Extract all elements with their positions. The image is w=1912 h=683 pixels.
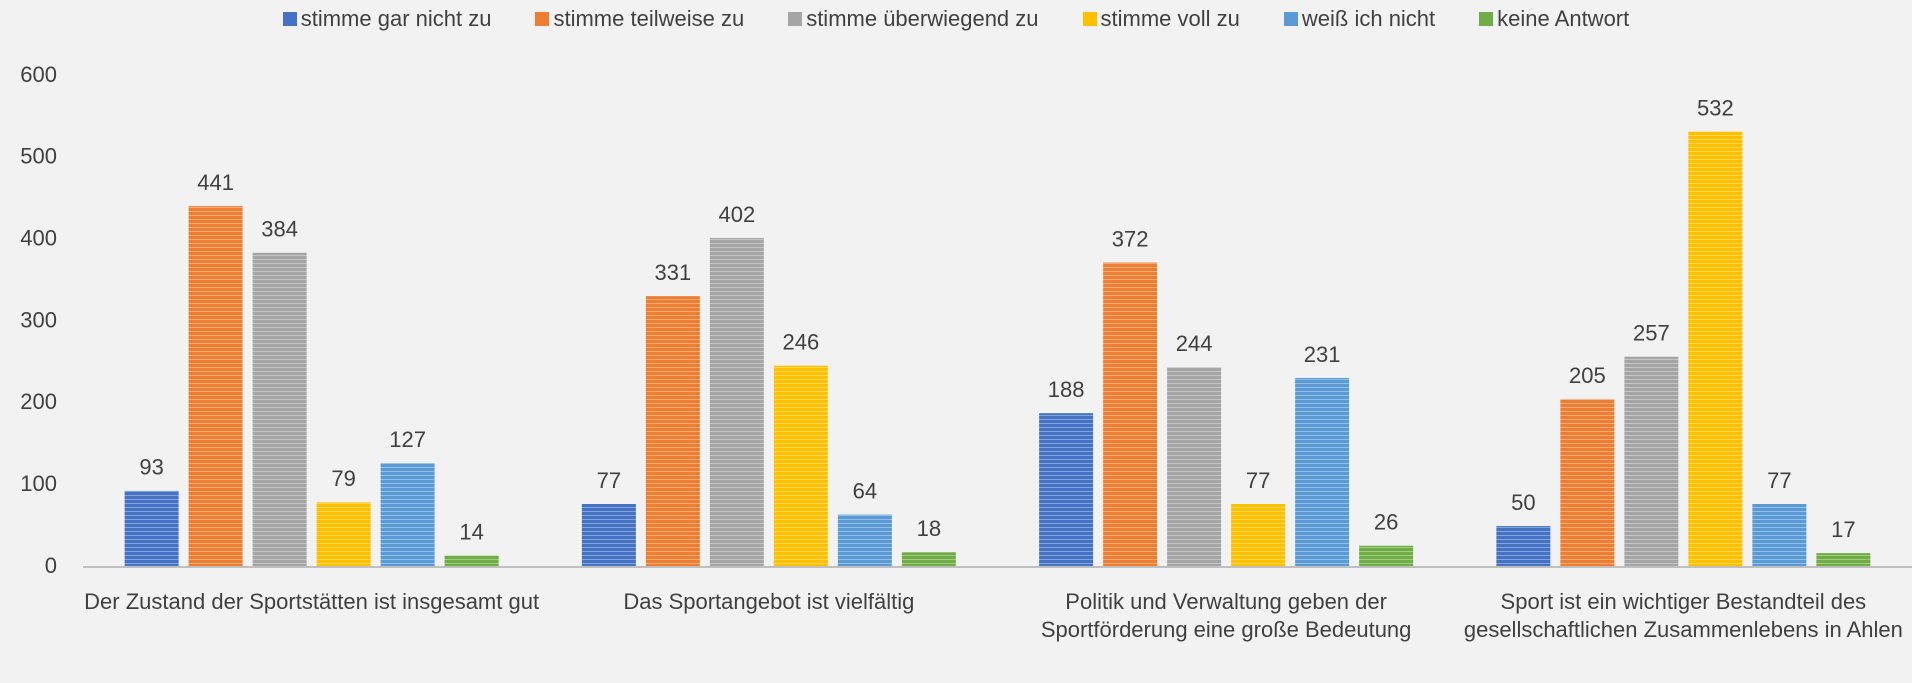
data-label: 77 (597, 468, 621, 493)
y-tick-label: 600 (20, 62, 57, 87)
data-label: 93 (139, 455, 163, 480)
bar (1688, 131, 1743, 567)
bar (1624, 356, 1679, 567)
legend-swatch (282, 12, 297, 26)
data-label: 14 (459, 519, 483, 544)
legend-swatch (788, 12, 803, 26)
data-label: 257 (1633, 321, 1670, 346)
legend-label: stimme teilweise zu (553, 6, 745, 31)
data-label: 77 (1246, 468, 1270, 493)
y-tick-label: 200 (20, 389, 57, 414)
bar (188, 206, 243, 568)
bar (316, 502, 371, 567)
bar (645, 296, 700, 567)
bar (1039, 413, 1094, 567)
bar (124, 490, 179, 567)
y-tick-label: 500 (20, 144, 57, 169)
bar (1103, 262, 1158, 567)
bar (1752, 503, 1807, 567)
data-label: 18 (917, 516, 941, 541)
x-tick-label: Politik und Verwaltung geben der Sportfö… (1040, 589, 1412, 642)
x-tick-label: Der Zustand der Sportstätten ist insgesa… (84, 589, 540, 614)
data-label: 205 (1569, 363, 1606, 388)
legend-swatch (1479, 12, 1494, 26)
data-label: 127 (389, 427, 426, 452)
bar (901, 552, 956, 567)
legend-swatch (1082, 12, 1097, 26)
y-tick-label: 100 (20, 471, 57, 496)
bar (837, 514, 892, 567)
bar (1167, 367, 1222, 567)
legend-swatch (1283, 12, 1298, 26)
data-label: 372 (1112, 226, 1149, 251)
data-label: 244 (1176, 331, 1213, 356)
bar (444, 555, 499, 567)
bar (1359, 545, 1414, 567)
bar (1560, 399, 1615, 567)
data-label: 532 (1697, 95, 1734, 120)
legend-item: keine Antwort (1479, 6, 1629, 32)
legend-swatch (535, 12, 550, 26)
data-label: 50 (1511, 490, 1535, 515)
data-label: 402 (719, 202, 756, 227)
bar (1295, 377, 1350, 567)
bar (773, 365, 828, 567)
legend-item: weiß ich nicht (1283, 6, 1436, 32)
bar (1231, 503, 1286, 567)
legend-item: stimme gar nicht zu (282, 6, 492, 32)
y-tick-label: 400 (20, 225, 57, 250)
data-label: 77 (1767, 468, 1791, 493)
bar (380, 463, 435, 567)
y-tick-label: 300 (20, 307, 57, 332)
data-label: 188 (1048, 377, 1085, 402)
bar (581, 503, 636, 567)
legend-item: stimme teilweise zu (535, 6, 744, 32)
data-label: 64 (853, 478, 877, 503)
legend: stimme gar nicht zu stimme teilweise zu st… (0, 6, 1912, 32)
data-label: 331 (655, 260, 692, 285)
data-label: 17 (1831, 517, 1855, 542)
legend-label: stimme überwiegend zu (806, 6, 1039, 31)
legend-label: stimme voll zu (1100, 6, 1240, 31)
legend-label: weiß ich nicht (1301, 6, 1436, 31)
x-tick-label: Das Sportangebot ist vielfältig (623, 589, 915, 614)
bar (252, 252, 307, 567)
data-label: 79 (331, 466, 355, 491)
legend-item: stimme voll zu (1082, 6, 1240, 32)
data-label: 26 (1374, 510, 1398, 535)
legend-item: stimme überwiegend zu (788, 6, 1039, 32)
bar (1816, 553, 1871, 567)
data-label: 231 (1304, 342, 1341, 367)
legend-label: keine Antwort (1497, 6, 1630, 31)
bar (1496, 526, 1551, 567)
bar (709, 238, 764, 567)
data-label: 441 (197, 170, 234, 195)
legend-label: stimme gar nicht zu (300, 6, 492, 31)
data-label: 246 (783, 330, 820, 355)
x-tick-label: Sport ist ein wichtiger Bestandteil des … (1463, 589, 1903, 642)
data-label: 384 (261, 217, 298, 242)
y-tick-label: 0 (45, 553, 57, 578)
